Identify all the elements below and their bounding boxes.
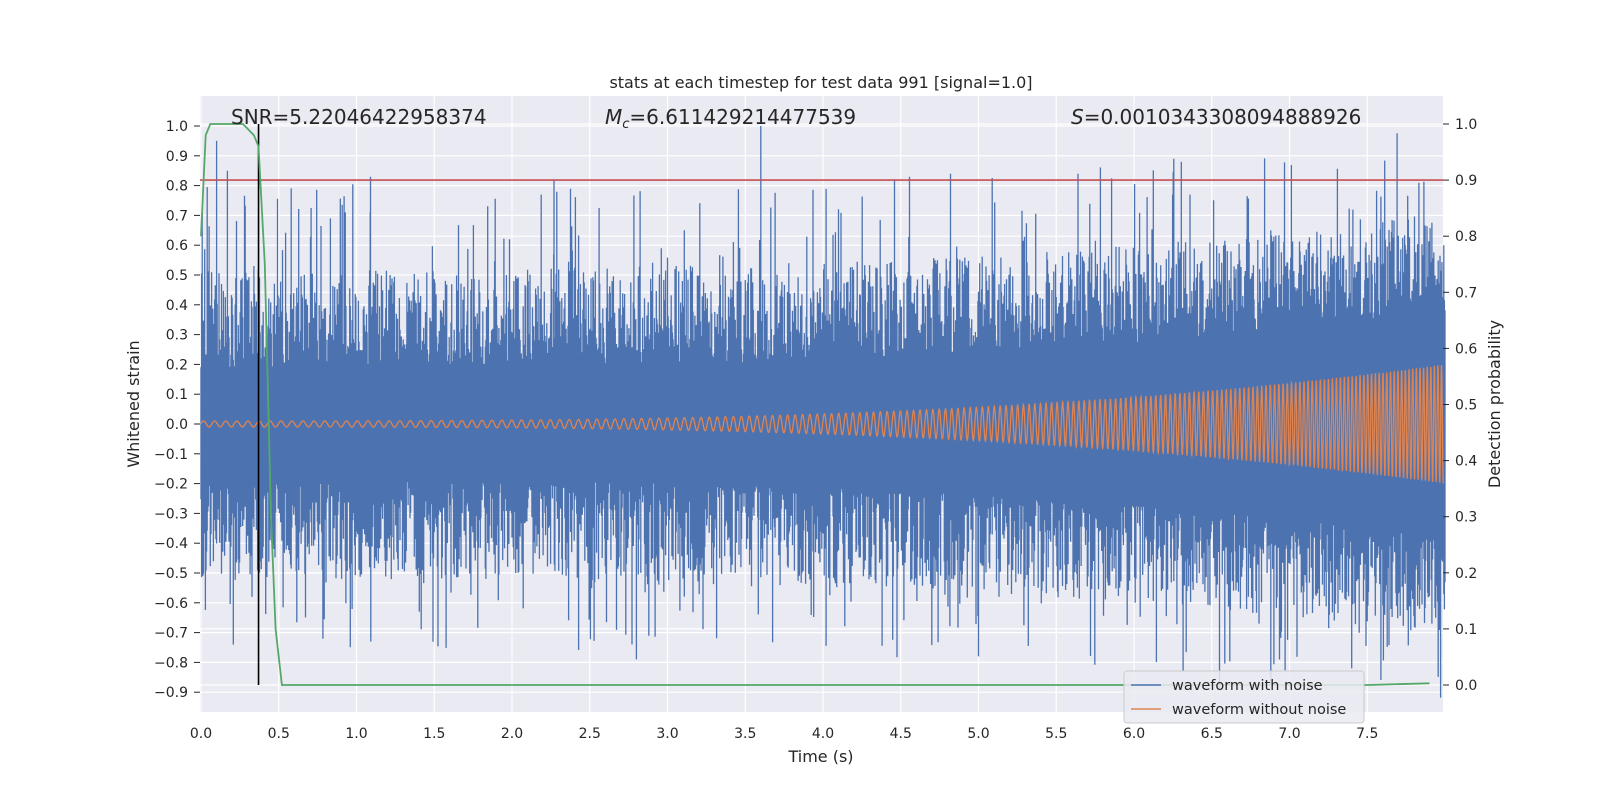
noise-waveform-layer bbox=[200, 126, 1446, 698]
y-tick-label: −0.8 bbox=[154, 655, 188, 671]
y2-axis-label: Detection probability bbox=[1485, 320, 1504, 488]
legend-label-noise: waveform with noise bbox=[1172, 678, 1323, 694]
y-tick-label: 0.1 bbox=[166, 387, 188, 403]
y-tick-label: 0.5 bbox=[166, 268, 188, 284]
y-tick-label: −0.6 bbox=[154, 596, 188, 612]
y2-tick-label: 0.1 bbox=[1455, 622, 1477, 638]
y2-tick-label: 0.3 bbox=[1455, 510, 1477, 526]
chirp-mass-subscript: c bbox=[622, 117, 629, 132]
clean-waveform bbox=[200, 365, 1444, 484]
detection-probability-curve bbox=[200, 123, 1430, 686]
x-tick-label: 5.0 bbox=[967, 726, 989, 742]
y-axis-label: Whitened strain bbox=[124, 340, 143, 467]
y-tick-label: 0.2 bbox=[166, 357, 188, 373]
chart-title: stats at each timestep for test data 991… bbox=[609, 73, 1032, 92]
legend-box bbox=[1123, 670, 1365, 724]
y-tick-label: −0.1 bbox=[154, 447, 188, 463]
x-tick-label: 7.5 bbox=[1356, 726, 1378, 742]
y-tick-label: −0.7 bbox=[154, 626, 188, 642]
y-tick-label: −0.9 bbox=[154, 685, 188, 701]
x-tick-label: 3.5 bbox=[734, 726, 756, 742]
x-tick-label: 1.0 bbox=[345, 726, 367, 742]
x-axis-label: Time (s) bbox=[787, 747, 853, 766]
clean-waveform-layer bbox=[200, 365, 1444, 484]
chirp-mass-value: =6.611429214477539 bbox=[629, 105, 856, 129]
chirp-mass-annotation: Mc=6.611429214477539 bbox=[605, 105, 856, 132]
y2-tick-label: 0.2 bbox=[1455, 566, 1477, 582]
x-tick-label: 3.0 bbox=[656, 726, 678, 742]
y-tick-label: −0.5 bbox=[154, 566, 188, 582]
y2-tick-label: 0.5 bbox=[1455, 398, 1477, 414]
x-tick-label: 4.0 bbox=[812, 726, 834, 742]
y-tick-label: −0.3 bbox=[154, 506, 188, 522]
y-tick-label: 0.4 bbox=[166, 298, 188, 314]
y-tick-label: 0.7 bbox=[166, 208, 188, 224]
y2-tick-label: 0.7 bbox=[1455, 285, 1477, 301]
y-tick-label: 0.8 bbox=[166, 179, 188, 195]
x-tick-label: 0.5 bbox=[268, 726, 290, 742]
legend: waveform with noise waveform without noi… bbox=[1123, 670, 1365, 724]
chirp-mass-symbol: M bbox=[605, 105, 622, 129]
s-value: =0.0010343308094888926 bbox=[1084, 105, 1362, 129]
y-tick-label: 0.3 bbox=[166, 328, 188, 344]
y2-tick-label: 0.6 bbox=[1455, 341, 1477, 357]
y-tick-label: 1.0 bbox=[166, 119, 188, 135]
noise-waveform bbox=[200, 126, 1446, 698]
y2-tick-label: 0.8 bbox=[1455, 229, 1477, 245]
y2-tick-label: 0.0 bbox=[1455, 678, 1477, 694]
y-tick-label: 0.9 bbox=[166, 149, 188, 165]
probability-layer bbox=[200, 123, 1443, 686]
x-tick-label: 7.0 bbox=[1278, 726, 1300, 742]
snr-annotation: SNR=5.22046422958374 bbox=[231, 105, 487, 129]
x-tick-label: 6.5 bbox=[1201, 726, 1223, 742]
legend-label-clean: waveform without noise bbox=[1172, 702, 1346, 718]
y2-tick-label: 0.4 bbox=[1455, 454, 1477, 470]
x-tick-label: 2.0 bbox=[501, 726, 523, 742]
x-tick-label: 1.5 bbox=[423, 726, 445, 742]
x-tick-label: 5.5 bbox=[1045, 726, 1067, 742]
x-tick-label: 4.5 bbox=[890, 726, 912, 742]
y-tick-label: 0.0 bbox=[166, 417, 188, 433]
x-tick-label: 6.0 bbox=[1123, 726, 1145, 742]
y2-tick-label: 1.0 bbox=[1455, 117, 1477, 133]
y-tick-label: 0.6 bbox=[166, 238, 188, 254]
y-tick-label: −0.4 bbox=[154, 536, 188, 552]
x-tick-label: 2.5 bbox=[579, 726, 601, 742]
y-tick-label: −0.2 bbox=[154, 477, 188, 493]
axis-ticks: 0.0 0.5 1.0 1.5 2.0 2.5 3.0 3.5 4.0 4.5 5.0 5.5 6.0 6… bbox=[154, 117, 1477, 742]
s-annotation: S=0.0010343308094888926 bbox=[1071, 105, 1361, 129]
s-symbol: S bbox=[1071, 105, 1084, 129]
y2-tick-label: 0.9 bbox=[1455, 173, 1477, 189]
x-tick-label: 0.0 bbox=[190, 726, 212, 742]
